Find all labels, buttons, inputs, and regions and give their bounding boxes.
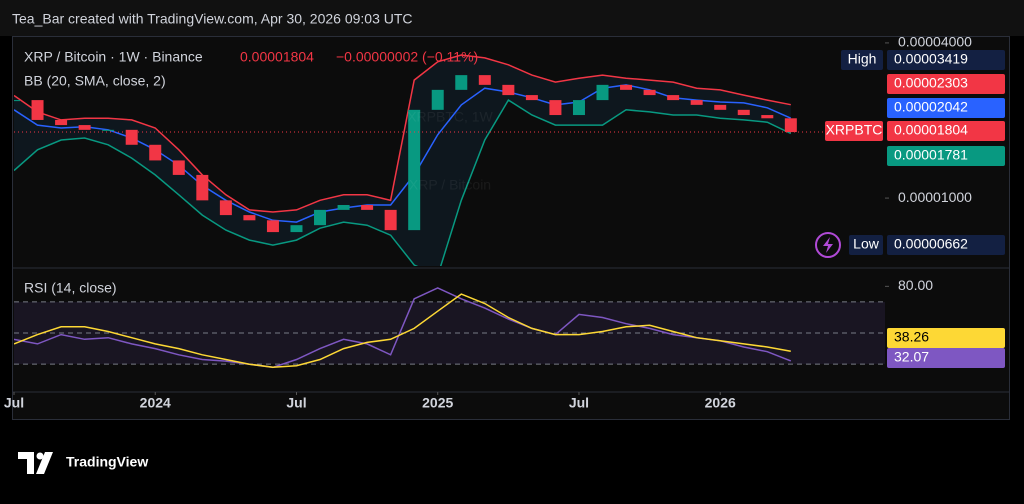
candle (172, 160, 185, 175)
y-tick-label: 0.00001000 (898, 189, 972, 205)
series-line (14, 99, 792, 266)
badge-box (887, 98, 1005, 118)
candle (596, 84, 609, 101)
series-line (14, 54, 791, 213)
badge-label-box (825, 121, 883, 141)
price-pane (14, 54, 885, 266)
indicator-label: BB (20, SMA, close, 2) (24, 73, 166, 89)
y-tick-label: 0.00004000 (898, 34, 972, 50)
candle (572, 100, 585, 116)
badge-box (887, 121, 1005, 141)
candle (243, 215, 256, 221)
series-line (14, 287, 792, 369)
candle (431, 89, 444, 110)
band-fill (14, 55, 791, 266)
x-tick-label: 2024 (140, 395, 171, 411)
candle (455, 75, 468, 90)
alert-icon[interactable] (815, 232, 841, 258)
x-tick-label: 2026 (705, 395, 736, 411)
candle (502, 84, 515, 96)
badge-value: 0.00002042 (894, 99, 968, 115)
badge-value: 0.00001804 (894, 122, 968, 138)
candle (549, 100, 562, 116)
badge-box (887, 74, 1005, 94)
series-line (14, 84, 792, 223)
badge-value: 0.00003419 (894, 51, 968, 67)
candle (620, 84, 633, 90)
candle (219, 200, 232, 216)
badge-label-box (849, 235, 883, 255)
rsi-title: RSI (14, close) (24, 280, 117, 296)
candle (761, 115, 774, 119)
rsi-pane (14, 287, 885, 369)
candle (408, 109, 421, 231)
brand-name: TradingView (66, 454, 148, 470)
badge-box (887, 50, 1005, 70)
candle (337, 205, 350, 210)
x-tick-label: Jul (569, 395, 589, 411)
x-tick-label: Jul (4, 395, 24, 411)
brand-logo: TradingView (18, 452, 148, 474)
chart-panel (12, 36, 1010, 420)
candle (384, 209, 397, 231)
badge-value: 32.07 (894, 349, 929, 365)
y-tick-label: 80.00 (898, 277, 933, 293)
badge-label: XRPBTC (826, 122, 883, 138)
series-line (14, 293, 791, 369)
candle (478, 75, 491, 85)
candle (266, 220, 279, 233)
badge-value: 0.00002303 (894, 75, 968, 91)
x-tick-label: Jul (286, 395, 306, 411)
badge-box (887, 235, 1005, 255)
watermark: XRPBTC, 1W (407, 109, 493, 125)
candle (314, 209, 327, 226)
price-change: −0.00000002 (−0.11%) (336, 49, 478, 65)
logo-dot (36, 452, 44, 460)
candle (714, 104, 727, 110)
candle (149, 144, 162, 161)
alert-bolt (823, 237, 833, 253)
badge-box (887, 146, 1005, 166)
header-bar (0, 0, 1024, 36)
x-tick-label: 2025 (422, 395, 453, 411)
candle (784, 118, 797, 133)
candle (690, 100, 703, 105)
candle (14, 100, 20, 102)
candle (55, 119, 68, 126)
candle (125, 129, 138, 145)
candle (737, 109, 750, 116)
last-price: 0.00001804 (240, 49, 314, 65)
logo-slash (36, 452, 53, 474)
candle (196, 174, 209, 201)
badge-label: Low (853, 236, 880, 252)
candle (667, 95, 680, 101)
candle (525, 95, 538, 101)
candle (643, 89, 656, 96)
badge-box (887, 348, 1005, 368)
candle (290, 225, 303, 233)
candle (361, 205, 374, 210)
candle (78, 125, 91, 130)
candle (102, 129, 115, 131)
overlay: XRP / Bitcoin · 1W · Binance 0.00001804 … (4, 34, 1005, 411)
candle (31, 100, 44, 120)
badge-label: High (848, 51, 877, 67)
badge-value: 0.00000662 (894, 236, 968, 252)
badge-box (887, 328, 1005, 348)
header-text: Tea_Bar created with TradingView.com, Ap… (12, 11, 413, 27)
watermark-subtitle: XRP / Bitcoin (409, 177, 491, 193)
badge-value: 38.26 (894, 329, 929, 345)
badge-value: 0.00001781 (894, 147, 968, 163)
symbol-title: XRP / Bitcoin · 1W · Binance (24, 49, 203, 65)
badge-label-box (841, 50, 883, 70)
logo-mark (18, 452, 34, 474)
